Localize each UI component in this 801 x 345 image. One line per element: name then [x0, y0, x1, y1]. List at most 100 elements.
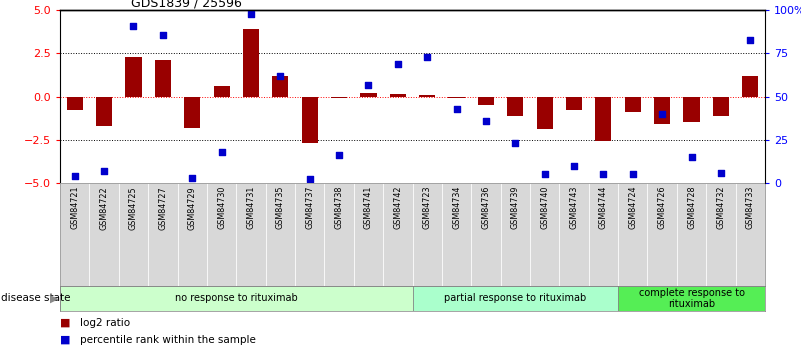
Text: disease state: disease state [1, 294, 70, 303]
Bar [155, 60, 171, 97]
Bar [331, 97, 347, 98]
Point [332, 152, 345, 158]
Point [744, 37, 757, 42]
Bar [383, 183, 413, 286]
Bar [243, 29, 259, 97]
Bar [625, 97, 641, 112]
Text: GSM84727: GSM84727 [159, 186, 167, 229]
Text: GSM84743: GSM84743 [570, 186, 578, 229]
Text: GSM84732: GSM84732 [716, 186, 726, 229]
Point [509, 140, 521, 146]
Bar [60, 286, 413, 310]
Bar [589, 183, 618, 286]
Text: GSM84737: GSM84737 [305, 186, 314, 229]
Bar [90, 183, 119, 286]
Bar [713, 97, 729, 116]
Point [156, 32, 169, 37]
Point [186, 175, 199, 180]
Point [127, 23, 140, 29]
Bar [559, 183, 589, 286]
Text: no response to rituximab: no response to rituximab [175, 294, 298, 303]
Text: GSM84728: GSM84728 [687, 186, 696, 229]
Point [568, 163, 581, 168]
Text: GSM84735: GSM84735 [276, 186, 285, 229]
Point [274, 73, 287, 79]
Text: GSM84741: GSM84741 [364, 186, 373, 229]
Text: ■: ■ [60, 318, 70, 327]
Bar [449, 97, 465, 98]
Text: GSM84723: GSM84723 [423, 186, 432, 229]
Point [98, 168, 111, 174]
Bar [354, 183, 383, 286]
Text: GSM84740: GSM84740 [540, 186, 549, 229]
Bar [735, 183, 765, 286]
Text: partial response to rituximab: partial response to rituximab [445, 294, 586, 303]
Text: GSM84738: GSM84738 [335, 186, 344, 229]
Bar [566, 97, 582, 110]
Bar [507, 97, 523, 116]
Bar [295, 183, 324, 286]
Point [244, 11, 257, 17]
Bar [677, 183, 706, 286]
Point [304, 177, 316, 182]
Bar [178, 183, 207, 286]
Bar [148, 183, 178, 286]
Bar [530, 183, 559, 286]
Point [597, 171, 610, 177]
Text: log2 ratio: log2 ratio [80, 318, 131, 327]
Bar [683, 97, 699, 122]
Text: ▶: ▶ [50, 294, 58, 303]
Text: GSM84722: GSM84722 [99, 186, 109, 229]
Text: GSM84733: GSM84733 [746, 186, 755, 229]
Text: GDS1839 / 25596: GDS1839 / 25596 [131, 0, 241, 9]
Bar [207, 183, 236, 286]
Bar [119, 183, 148, 286]
Bar [302, 97, 318, 143]
Text: GSM84742: GSM84742 [393, 186, 402, 229]
Bar [214, 86, 230, 97]
Bar [390, 94, 406, 97]
Text: GSM84726: GSM84726 [658, 186, 666, 229]
Bar [442, 183, 471, 286]
Text: GSM84734: GSM84734 [452, 186, 461, 229]
Bar [471, 183, 501, 286]
Bar [537, 97, 553, 129]
Bar [236, 183, 266, 286]
Point [714, 170, 727, 175]
Text: GSM84721: GSM84721 [70, 186, 79, 229]
Point [362, 82, 375, 87]
Text: GSM84730: GSM84730 [217, 186, 226, 229]
Text: complete response to
rituximab: complete response to rituximab [638, 288, 745, 309]
Text: GSM84736: GSM84736 [481, 186, 490, 229]
Bar [706, 183, 735, 286]
Point [450, 106, 463, 111]
Bar [266, 183, 295, 286]
Point [538, 171, 551, 177]
Bar [184, 97, 200, 128]
Bar [743, 76, 759, 97]
Text: GSM84724: GSM84724 [628, 186, 638, 229]
Bar [478, 97, 494, 105]
Bar [66, 97, 83, 110]
Text: GSM84731: GSM84731 [247, 186, 256, 229]
Point [626, 171, 639, 177]
Bar [595, 97, 611, 141]
Text: GSM84729: GSM84729 [187, 186, 197, 229]
Bar [419, 95, 435, 97]
Bar [618, 286, 765, 310]
Point [68, 173, 81, 179]
Point [421, 54, 433, 60]
Text: GSM84739: GSM84739 [511, 186, 520, 229]
Bar [654, 97, 670, 124]
Point [215, 149, 228, 155]
Bar [413, 183, 442, 286]
Point [685, 154, 698, 160]
Text: ■: ■ [60, 335, 70, 345]
Bar [60, 183, 90, 286]
Bar [618, 183, 647, 286]
Bar [126, 57, 142, 97]
Bar [501, 183, 530, 286]
Bar [647, 183, 677, 286]
Bar [324, 183, 354, 286]
Bar [96, 97, 112, 126]
